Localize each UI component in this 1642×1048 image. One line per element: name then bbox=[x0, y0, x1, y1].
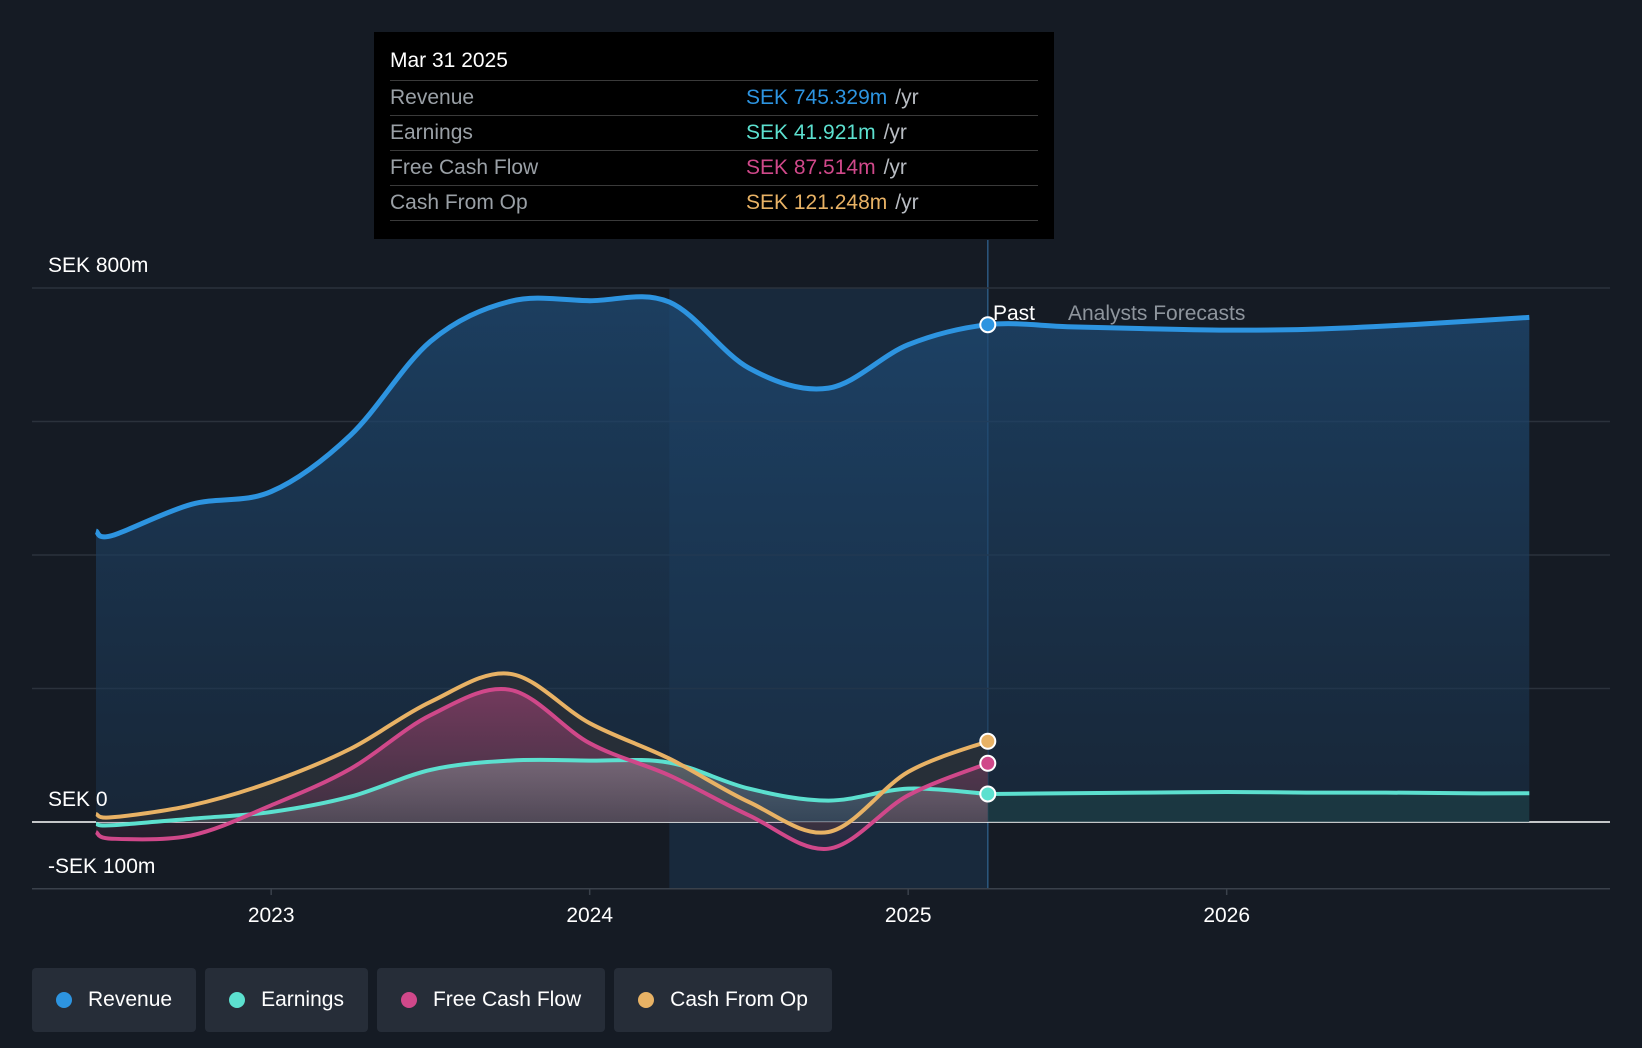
tooltip-value: SEK 41.921m bbox=[746, 121, 876, 144]
tooltip-value: SEK 87.514m bbox=[746, 156, 876, 179]
tooltip-date: Mar 31 2025 bbox=[390, 46, 1038, 81]
y-tick-label: -SEK 100m bbox=[48, 855, 155, 878]
revenue-marker bbox=[979, 316, 997, 334]
cash-from-op-line bbox=[95, 671, 989, 835]
tooltip-label: Earnings bbox=[390, 121, 473, 144]
x-tick-label: 2023 bbox=[248, 904, 295, 927]
tooltip-unit: /yr bbox=[895, 191, 919, 214]
legend-label: Cash From Op bbox=[670, 988, 808, 1011]
tooltip-value: SEK 121.248m bbox=[746, 191, 888, 214]
earnings-forecast-area bbox=[987, 792, 1530, 822]
legend-item-earnings[interactable]: Earnings bbox=[205, 968, 368, 1032]
earnings-marker bbox=[979, 785, 997, 803]
free-cash-flow-line bbox=[94, 687, 989, 851]
forecast-label: Analysts Forecasts bbox=[1068, 302, 1245, 325]
tooltip-label: Revenue bbox=[390, 86, 475, 109]
tooltip-value: SEK 745.329m bbox=[746, 86, 888, 109]
tooltip-label: Cash From Op bbox=[390, 191, 528, 214]
tooltip-unit: /yr bbox=[895, 86, 919, 109]
x-tick-label: 2024 bbox=[566, 904, 613, 927]
earnings-line bbox=[95, 757, 988, 828]
legend-label: Earnings bbox=[261, 988, 344, 1011]
legend-label: Free Cash Flow bbox=[432, 988, 582, 1011]
legend-item-free-cash-flow[interactable]: Free Cash Flow bbox=[376, 968, 606, 1032]
legend-dot-icon bbox=[229, 992, 246, 1008]
legend-dot-icon bbox=[56, 992, 72, 1008]
legend-item-revenue[interactable]: Revenue bbox=[32, 968, 197, 1032]
revenue-line bbox=[94, 294, 1530, 540]
tooltip-unit: /yr bbox=[883, 156, 907, 179]
tooltip: Mar 31 2025 Revenue SEK 745.329m /yr Ear… bbox=[374, 32, 1054, 239]
legend-dot-icon bbox=[400, 992, 417, 1008]
free-cash-flow-marker bbox=[979, 754, 997, 772]
legend-dot-icon bbox=[638, 992, 655, 1008]
x-tick-label: 2025 bbox=[885, 904, 932, 927]
tooltip-label: Free Cash Flow bbox=[390, 156, 539, 179]
x-tick-label: 2026 bbox=[1203, 904, 1250, 927]
tooltip-row-revenue: Revenue SEK 745.329m /yr bbox=[390, 81, 1038, 116]
earnings-forecast-line bbox=[987, 789, 1530, 796]
tooltip-row-cash-from-op: Cash From Op SEK 121.248m /yr bbox=[390, 186, 1038, 221]
tooltip-row-earnings: Earnings SEK 41.921m /yr bbox=[390, 116, 1038, 151]
legend-item-cash-from-op[interactable]: Cash From Op bbox=[614, 968, 832, 1032]
y-tick-label: SEK 0 bbox=[48, 788, 108, 811]
y-tick-label: SEK 800m bbox=[48, 254, 148, 277]
past-label: Past bbox=[993, 302, 1035, 325]
legend: Revenue Earnings Free Cash Flow Cash Fro… bbox=[32, 968, 832, 1032]
tooltip-unit: /yr bbox=[883, 121, 907, 144]
cash-from-op-marker bbox=[979, 732, 997, 750]
legend-label: Revenue bbox=[88, 988, 173, 1011]
tooltip-row-free-cash-flow: Free Cash Flow SEK 87.514m /yr bbox=[390, 151, 1038, 186]
